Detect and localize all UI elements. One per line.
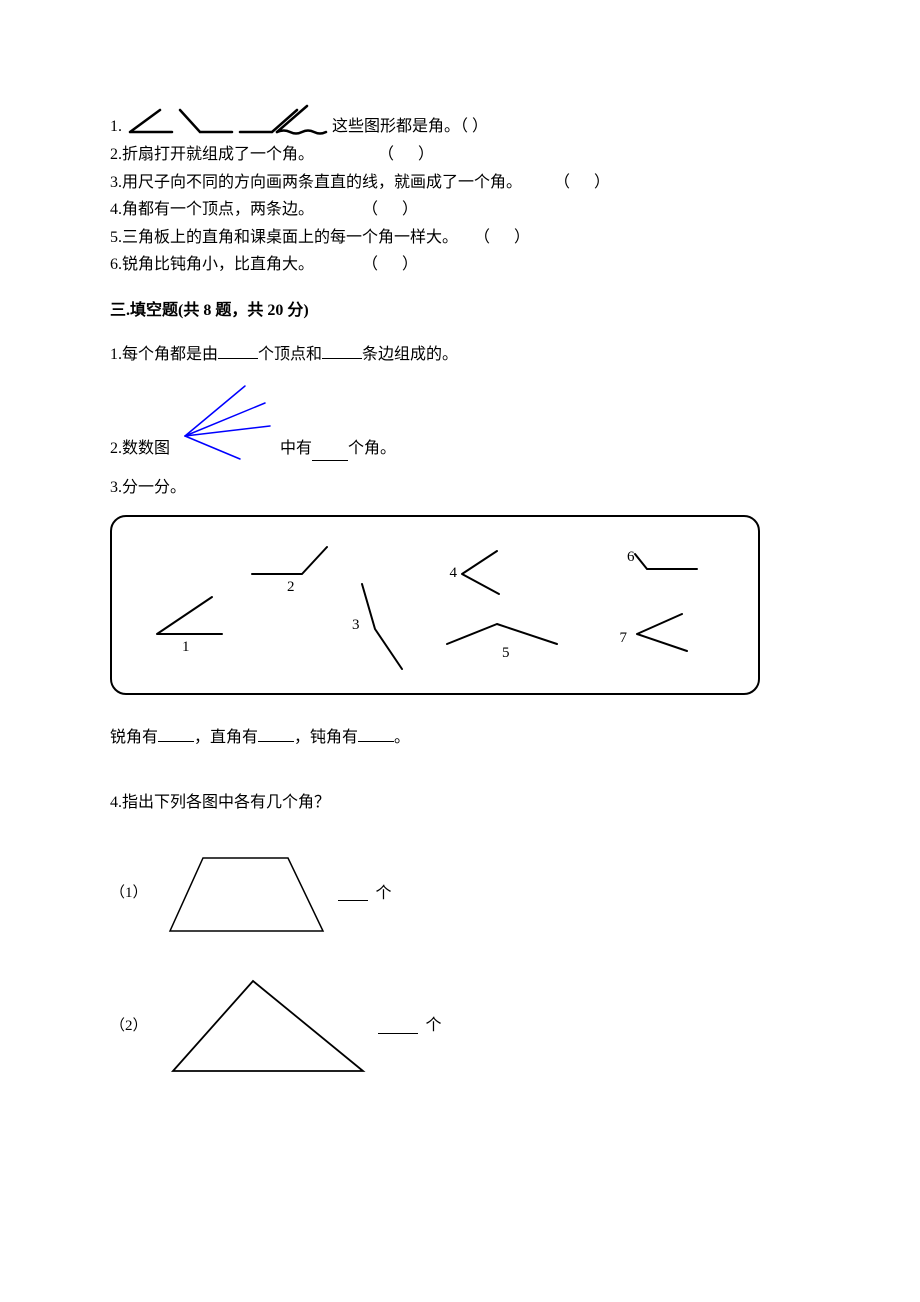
q4-label-1: （1） <box>110 881 148 905</box>
q3-blank-obtuse[interactable] <box>358 726 394 742</box>
svg-text:4: 4 <box>450 565 458 581</box>
q4-label-2: （2） <box>110 1014 148 1038</box>
q3-blank-right[interactable] <box>258 726 294 742</box>
q1-figures <box>122 100 332 140</box>
svg-text:5: 5 <box>502 645 510 661</box>
q3-figure-box: 1 2 3 4 5 6 7 <box>110 515 760 695</box>
fill-q4-title: 4.指出下列各图中各有几个角？ <box>110 790 810 816</box>
q4-items: （1） 个 （2） 个 <box>110 846 810 1081</box>
judgment-q2: 2.折扇打开就组成了一个角。 （ ） <box>110 142 810 168</box>
q3-answer-line: 锐角有，直角有，钝角有。 <box>110 725 810 751</box>
q1-blank2[interactable] <box>322 343 362 359</box>
fill-q2: 2.数数图 中有个角。 <box>110 381 810 461</box>
fill-q3-title: 3.分一分。 <box>110 475 810 501</box>
q1-text: 这些图形都是角。（ ） <box>332 114 488 140</box>
q1-prefix: 1. <box>110 114 122 140</box>
svg-text:3: 3 <box>352 617 360 633</box>
q2-figure <box>170 381 280 461</box>
q2-blank[interactable] <box>312 445 348 461</box>
q4-blank-1[interactable] <box>338 885 368 901</box>
judgment-q1: 1. 这些图形都是角。（ ） <box>110 100 810 140</box>
fill-q1: 1.每个角都是由个顶点和条边组成的。 <box>110 342 810 368</box>
svg-text:1: 1 <box>182 639 190 655</box>
svg-text:6: 6 <box>627 549 635 565</box>
judgment-q4: 4.角都有一个顶点，两条边。 （ ） <box>110 197 810 223</box>
judgment-q6: 6.锐角比钝角小，比直角大。 （ ） <box>110 252 810 278</box>
svg-text:7: 7 <box>620 630 628 646</box>
trapezoid-figure <box>158 846 338 941</box>
svg-text:2: 2 <box>287 579 295 595</box>
q4-blank-2[interactable] <box>378 1018 418 1034</box>
q4-item-1: （1） 个 <box>110 846 810 941</box>
q3-blank-acute[interactable] <box>158 726 194 742</box>
judgment-q3: 3.用尺子向不同的方向画两条直直的线，就画成了一个角。 （ ） <box>110 170 810 196</box>
q1-blank1[interactable] <box>218 343 258 359</box>
triangle-figure <box>158 971 378 1081</box>
q4-item-2: （2） 个 <box>110 971 810 1081</box>
judgment-q5: 5.三角板上的直角和课桌面上的每一个角一样大。 （ ） <box>110 225 810 251</box>
judgment-section: 1. 这些图形都是角。（ ） 2.折扇打开就组成了一个角。 <box>110 100 810 278</box>
section3-header: 三.填空题(共 8 题，共 20 分) <box>110 298 810 324</box>
